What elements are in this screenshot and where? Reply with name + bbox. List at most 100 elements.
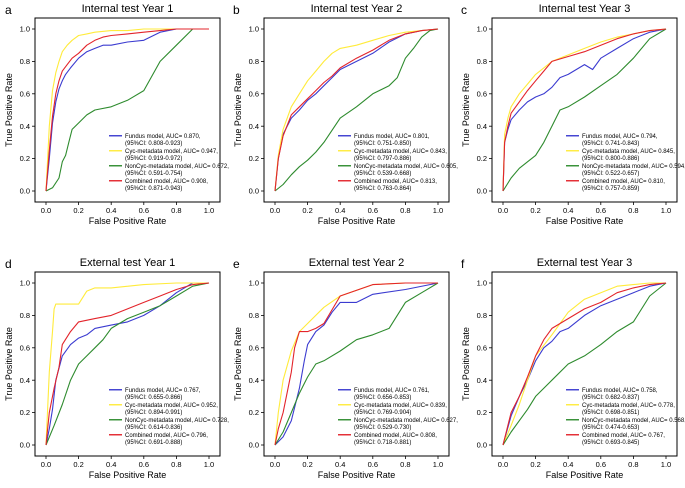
roc-line-cyc: [45, 28, 209, 192]
x-axis-label: False Positive Rate: [546, 216, 624, 226]
legend-entry: Combined model, AUC= 0.808,: [354, 433, 437, 439]
panel-letter: f: [461, 257, 465, 271]
y-tick-label: 0.6: [477, 343, 487, 352]
x-tick-label: 0.2: [73, 460, 83, 469]
panel-letter: c: [461, 3, 467, 17]
roc-panel-a: a Internal test Year 1 0.0 0.2 0.4 0.6 0.8 1.0 0…: [4, 3, 229, 226]
y-tick-label: 0.4: [249, 376, 259, 385]
legend-ci: (95%CI: 0.718-0.881): [354, 440, 411, 446]
y-axis-label: True Positive Rate: [4, 327, 14, 401]
x-tick-label: 0.8: [171, 460, 181, 469]
legend-entry: NonCyc-metadata model, AUC= 0.627,: [354, 418, 458, 424]
chart-title: Internal test Year 1: [82, 3, 174, 15]
x-tick-label: 0.2: [530, 460, 540, 469]
chart-title: Internal test Year 3: [539, 3, 631, 15]
y-tick-label: 0.4: [249, 122, 259, 131]
y-tick-label: 1.0: [249, 279, 259, 288]
legend-entry: Fundus model, AUC= 0.794,: [582, 134, 658, 140]
roc-line-cyc: [45, 282, 209, 446]
x-tick-label: 0.8: [171, 206, 181, 215]
legend-entry: Fundus model, AUC= 0.761,: [354, 388, 430, 394]
roc-line-fundus: [45, 28, 209, 192]
x-axis-label: False Positive Rate: [89, 470, 167, 480]
y-axis-label: True Positive Rate: [461, 327, 471, 401]
legend-ci: (95%CI: 0.808-0.923): [125, 141, 182, 147]
plot-frame: [34, 271, 221, 457]
legend-ci: (95%CI: 0.614-0.836): [125, 425, 182, 431]
x-tick-label: 0.6: [139, 460, 149, 469]
roc-line-fundus: [45, 282, 209, 446]
y-tick-label: 0.4: [20, 376, 30, 385]
legend-ci: (95%CI: 0.894-0.991): [125, 410, 182, 416]
roc-panel-c: c Internal test Year 3 0.0 0.2 0.4 0.6 0.8 1.0 0…: [461, 3, 685, 226]
chart-title: Internal test Year 2: [311, 3, 403, 15]
legend-ci: (95%CI: 0.691-0.888): [125, 440, 182, 446]
y-tick-label: 0.4: [477, 122, 487, 131]
x-tick-label: 0.2: [302, 460, 312, 469]
legend-ci: (95%CI: 0.539-0.668): [354, 171, 411, 177]
legend-ci: (95%CI: 0.655-0.866): [125, 395, 182, 401]
roc-line-combined: [45, 28, 209, 192]
x-tick-label: 0.4: [106, 460, 116, 469]
y-axis-label: True Positive Rate: [233, 73, 243, 147]
chart-title: External test Year 2: [309, 257, 404, 269]
y-tick-label: 0.8: [20, 311, 30, 320]
panel-letter: d: [5, 257, 12, 271]
legend-ci: (95%CI: 0.871-0.943): [125, 186, 182, 192]
roc-line-noncyc: [274, 282, 439, 446]
y-tick-label: 1.0: [20, 25, 30, 34]
legend-entry: Combined model, AUC= 0.813,: [354, 179, 437, 185]
x-tick-label: 0.6: [596, 206, 606, 215]
y-tick-label: 0.8: [20, 57, 30, 66]
x-tick-label: 0.2: [530, 206, 540, 215]
x-tick-label: 0.4: [563, 460, 573, 469]
panel-letter: b: [233, 3, 240, 17]
legend-ci: (95%CI: 0.529-0.730): [354, 425, 411, 431]
legend-entry: Cyc-metadata model, AUC= 0.947,: [125, 149, 218, 155]
legend-ci: (95%CI: 0.591-0.754): [125, 171, 182, 177]
legend-ci: (95%CI: 0.522-0.657): [582, 171, 639, 177]
x-tick-label: 0.0: [498, 460, 508, 469]
legend-entry: Cyc-metadata model, AUC= 0.839,: [354, 403, 447, 409]
y-axis-label: True Positive Rate: [233, 327, 243, 401]
y-tick-label: 0.0: [477, 187, 487, 196]
x-tick-label: 0.2: [302, 206, 312, 215]
plot-frame: [263, 17, 450, 203]
x-tick-label: 0.0: [41, 460, 51, 469]
x-tick-label: 1.0: [433, 460, 443, 469]
y-tick-label: 0.2: [477, 154, 487, 163]
legend-entry: Combined model, AUC= 0.810,: [582, 179, 665, 185]
x-tick-label: 0.0: [270, 206, 280, 215]
legend-entry: NonCyc-metadata model, AUC= 0.672,: [125, 164, 229, 170]
plot-frame: [491, 17, 678, 203]
roc-line-noncyc: [502, 28, 667, 192]
x-tick-label: 0.8: [400, 460, 410, 469]
legend-ci: (95%CI: 0.769-0.904): [354, 410, 411, 416]
x-tick-label: 0.8: [628, 460, 638, 469]
x-axis-label: False Positive Rate: [318, 470, 396, 480]
y-axis-label: True Positive Rate: [4, 73, 14, 147]
roc-line-noncyc: [45, 282, 210, 446]
legend-entry: Combined model, AUC= 0.767,: [582, 433, 665, 439]
x-tick-label: 0.6: [596, 460, 606, 469]
legend-entry: Fundus model, AUC= 0.801,: [354, 134, 430, 140]
y-tick-label: 0.2: [20, 408, 30, 417]
legend-entry: NonCyc-metadata model, AUC= 0.568,: [582, 418, 685, 424]
roc-line-combined: [502, 28, 667, 192]
x-axis-label: False Positive Rate: [546, 470, 624, 480]
legend-ci: (95%CI: 0.741-0.843): [582, 141, 639, 147]
x-tick-label: 0.4: [335, 206, 345, 215]
x-axis-label: False Positive Rate: [318, 216, 396, 226]
roc-line-fundus: [274, 282, 439, 446]
x-tick-label: 0.0: [498, 206, 508, 215]
y-tick-label: 0.2: [20, 154, 30, 163]
x-tick-label: 0.8: [400, 206, 410, 215]
plot-frame: [263, 271, 450, 457]
chart-title: External test Year 1: [80, 257, 175, 269]
roc-line-cyc: [502, 282, 666, 446]
x-tick-label: 0.8: [628, 206, 638, 215]
roc-line-cyc: [274, 28, 439, 192]
y-tick-label: 0.6: [249, 343, 259, 352]
roc-line-noncyc: [502, 282, 667, 446]
